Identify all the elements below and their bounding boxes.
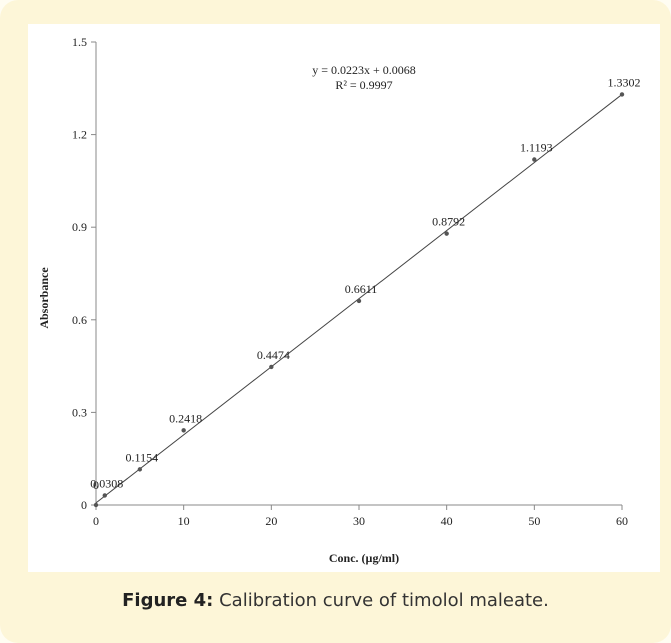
y-tick-label: 0 <box>81 498 87 512</box>
point <box>269 364 274 370</box>
y-tick-label: 0.6 <box>72 313 87 327</box>
chart-area: y = 0.0223x + 0.0068 R² = 0.9997 Conc. (… <box>28 24 660 572</box>
x-tick-label: 20 <box>265 514 277 528</box>
x-tick-label: 30 <box>353 514 365 528</box>
data-label: 0 <box>93 478 99 492</box>
chart: y = 0.0223x + 0.0068 R² = 0.9997 Conc. (… <box>37 35 641 565</box>
point <box>356 298 362 304</box>
point <box>532 157 537 162</box>
point <box>181 428 186 433</box>
data-label: 1.3302 <box>608 75 641 89</box>
point <box>93 502 99 508</box>
data-label: 0.8792 <box>432 215 465 229</box>
point <box>444 231 449 236</box>
data-label: 1.1193 <box>520 141 553 155</box>
x-tick-label: 60 <box>616 514 628 528</box>
r-squared: R² = 0.9997 <box>335 78 392 92</box>
y-tick-label: 0.3 <box>72 405 87 419</box>
data-label: 0.2418 <box>169 411 202 425</box>
caption-text: Calibration curve of timolol maleate. <box>219 590 549 611</box>
x-tick-label: 0 <box>93 514 99 528</box>
point <box>619 92 625 97</box>
x-tick-label: 40 <box>441 514 453 528</box>
y-tick-label: 1.2 <box>72 128 87 142</box>
caption-label: Figure 4: <box>122 590 214 611</box>
caption: Figure 4: Calibration curve of timolol m… <box>0 590 671 611</box>
x-tick-label: 50 <box>528 514 540 528</box>
equation: y = 0.0223x + 0.0068 <box>312 63 416 77</box>
y-tick-label: 1.5 <box>72 35 87 49</box>
data-label: 0.4474 <box>257 348 290 362</box>
x-tick-label: 10 <box>178 514 190 528</box>
x-axis-title: Conc. (µg/ml) <box>329 551 399 565</box>
point <box>137 467 143 472</box>
y-tick-label: 0.9 <box>72 220 87 234</box>
data-label: 0.6611 <box>345 282 378 296</box>
data-label: 0.1154 <box>126 450 159 464</box>
point <box>102 493 107 498</box>
data-label: 0.0308 <box>90 476 123 490</box>
trendline <box>95 94 623 504</box>
y-axis-title: Absorbance <box>37 267 51 329</box>
